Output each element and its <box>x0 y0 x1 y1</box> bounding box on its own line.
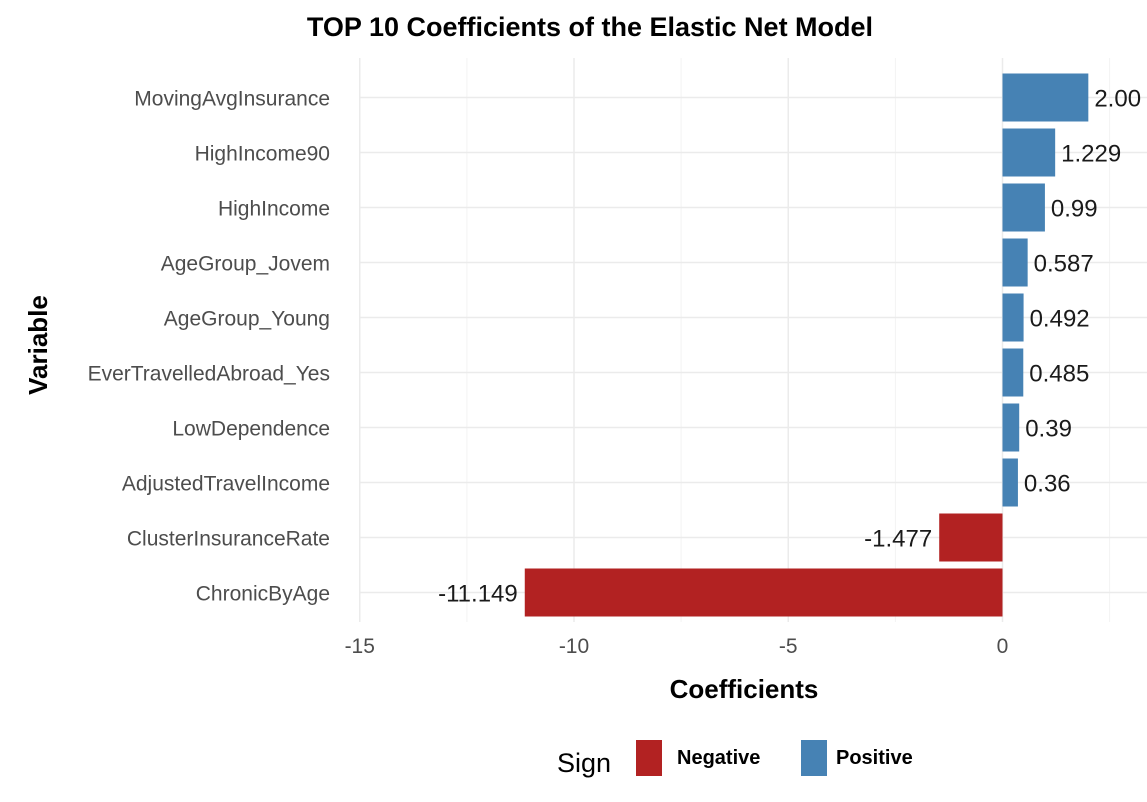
category-label-highincome90: HighIncome90 <box>195 143 330 166</box>
category-label-movingavginsurance: MovingAvgInsurance <box>134 88 330 111</box>
x-tick-label: -15 <box>345 635 375 658</box>
legend: Sign Negative Positive <box>557 740 913 778</box>
value-label-chronicbyage: -11.149 <box>438 581 518 608</box>
value-label-movingavginsurance: 2.00 <box>1094 86 1141 113</box>
category-label-agegroup-young: AgeGroup_Young <box>164 308 330 331</box>
legend-title: Sign <box>557 748 611 778</box>
category-label-agegroup-jovem: AgeGroup_Jovem <box>161 253 330 276</box>
bar-evertravelledabroad-yes <box>1002 348 1024 397</box>
legend-label-positive: Positive <box>836 747 913 769</box>
bar-adjustedtravelincome <box>1002 458 1018 507</box>
bar-chronicbyage <box>524 568 1003 617</box>
bar-clusterinsurancerate <box>939 513 1003 562</box>
value-label-adjustedtravelincome: 0.36 <box>1024 471 1071 498</box>
category-labels: MovingAvgInsurance HighIncome90 HighIncome… <box>88 88 330 606</box>
bar-agegroup-young <box>1002 293 1024 342</box>
category-label-evertravelledabroad-yes: EverTravelledAbroad_Yes <box>88 363 330 386</box>
bars <box>524 73 1089 617</box>
value-label-highincome: 0.99 <box>1051 196 1098 223</box>
legend-swatch-negative <box>636 740 662 776</box>
value-label-evertravelledabroad-yes: 0.485 <box>1029 361 1089 388</box>
bar-movingavginsurance <box>1002 73 1089 122</box>
legend-swatch-positive <box>801 740 827 776</box>
chart-title: TOP 10 Coefficients of the Elastic Net M… <box>307 12 873 42</box>
legend-label-negative: Negative <box>677 747 760 769</box>
bar-highincome <box>1002 183 1045 232</box>
x-tick-labels: -15 -10 -5 0 <box>345 635 1009 658</box>
value-label-highincome90: 1.229 <box>1061 141 1121 168</box>
bar-agegroup-jovem <box>1002 238 1028 287</box>
x-axis-title: Coefficients <box>670 674 819 704</box>
value-label-clusterinsurancerate: -1.477 <box>864 526 932 553</box>
category-label-lowdependence: LowDependence <box>172 418 330 441</box>
bar-lowdependence <box>1002 403 1020 452</box>
x-tick-label: -5 <box>779 635 798 658</box>
bar-highincome90 <box>1002 128 1056 177</box>
y-axis-title: Variable <box>23 295 53 395</box>
x-tick-label: -10 <box>559 635 589 658</box>
value-labels: 2.00 1.229 0.99 0.587 0.492 0.485 0.39 0.36 -1.4… <box>438 86 1141 608</box>
x-tick-label: 0 <box>997 635 1009 658</box>
category-label-clusterinsurancerate: ClusterInsuranceRate <box>127 528 330 551</box>
value-label-lowdependence: 0.39 <box>1025 416 1072 443</box>
category-label-adjustedtravelincome: AdjustedTravelIncome <box>122 473 330 496</box>
category-label-chronicbyage: ChronicByAge <box>196 583 330 606</box>
category-label-highincome: HighIncome <box>218 198 330 221</box>
value-label-agegroup-jovem: 0.587 <box>1034 251 1094 278</box>
value-label-agegroup-young: 0.492 <box>1030 306 1090 333</box>
